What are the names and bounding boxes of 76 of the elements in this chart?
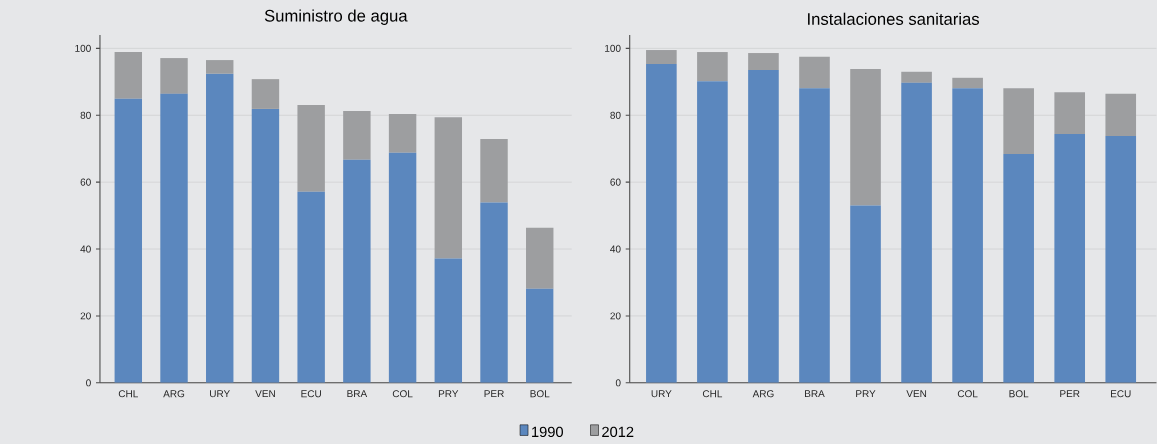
bar <box>114 51 143 99</box>
bar <box>850 68 881 206</box>
bar <box>901 82 932 383</box>
y-tick-label: 80 <box>610 111 621 119</box>
y-tick-label: 100 <box>605 44 621 52</box>
x-tick-label: COL <box>392 390 413 398</box>
bar <box>748 52 779 70</box>
x-tick-label: BOL <box>1009 390 1029 398</box>
bar <box>114 98 143 383</box>
bar <box>901 71 932 83</box>
x-tick-label: ARG <box>163 390 185 398</box>
x-tick-label: ARG <box>752 390 774 398</box>
bar <box>799 56 830 89</box>
x-tick-label: COL <box>957 390 978 398</box>
bar <box>1105 135 1137 383</box>
legend-label: 1990 <box>532 426 563 437</box>
x-tick-label: PRY <box>856 390 876 397</box>
bar <box>388 152 417 383</box>
bar <box>343 110 371 160</box>
bar <box>251 79 280 109</box>
bar <box>434 258 463 383</box>
x-tick-label: PRY <box>438 390 459 397</box>
chart-title: Suministro de agua <box>264 9 408 25</box>
y-tick-label: 40 <box>80 245 91 253</box>
x-tick-label: URY <box>651 390 672 398</box>
bar <box>160 93 188 383</box>
bar <box>1003 153 1034 383</box>
x-tick-label: ECU <box>1111 390 1131 398</box>
x-tick-label: URY <box>210 390 230 398</box>
x-tick-label: BRA <box>347 390 368 397</box>
bar <box>297 104 325 192</box>
y-tick-label: 60 <box>610 178 621 186</box>
bar <box>850 205 881 383</box>
bar <box>1054 92 1086 134</box>
bar <box>480 202 508 383</box>
x-tick-label: CHL <box>702 390 723 398</box>
y-tick-label: 100 <box>75 44 91 52</box>
y-tick-label: 0 <box>86 379 91 387</box>
y-tick-label: 60 <box>80 178 91 186</box>
x-tick-label: PER <box>484 390 504 397</box>
bar <box>206 73 234 383</box>
x-tick-label: BRA <box>805 390 825 397</box>
x-tick-label: CHL <box>118 390 138 398</box>
bar <box>952 77 983 89</box>
x-tick-label: VEN <box>255 390 275 397</box>
bar <box>799 88 830 383</box>
bar <box>646 49 677 64</box>
bar <box>343 159 371 383</box>
bar <box>1105 93 1137 136</box>
bar <box>697 51 728 82</box>
y-tick-label: 20 <box>80 312 91 320</box>
bar <box>1054 133 1086 383</box>
x-tick-label: ECU <box>301 390 321 398</box>
bar <box>251 108 280 383</box>
x-tick-label: BOL <box>530 390 550 398</box>
x-tick-label: VEN <box>906 390 927 397</box>
bar <box>952 88 983 383</box>
bar <box>748 69 779 383</box>
bar <box>297 191 325 383</box>
y-tick-label: 40 <box>610 245 621 253</box>
bar <box>1003 88 1034 154</box>
y-tick-label: 20 <box>610 312 621 320</box>
legend-label: 2012 <box>602 426 634 437</box>
x-tick-label: PER <box>1060 390 1080 397</box>
bar <box>160 57 188 94</box>
bar <box>526 288 554 383</box>
y-tick-label: 0 <box>615 379 621 387</box>
bar <box>646 63 677 383</box>
bar <box>697 81 728 383</box>
y-tick-label: 80 <box>80 111 91 119</box>
bar <box>388 113 417 153</box>
bar <box>526 227 554 289</box>
bar <box>206 59 234 74</box>
bar <box>480 138 508 203</box>
bar <box>434 117 463 259</box>
chart-title: Instalaciones sanitarias <box>808 12 980 25</box>
